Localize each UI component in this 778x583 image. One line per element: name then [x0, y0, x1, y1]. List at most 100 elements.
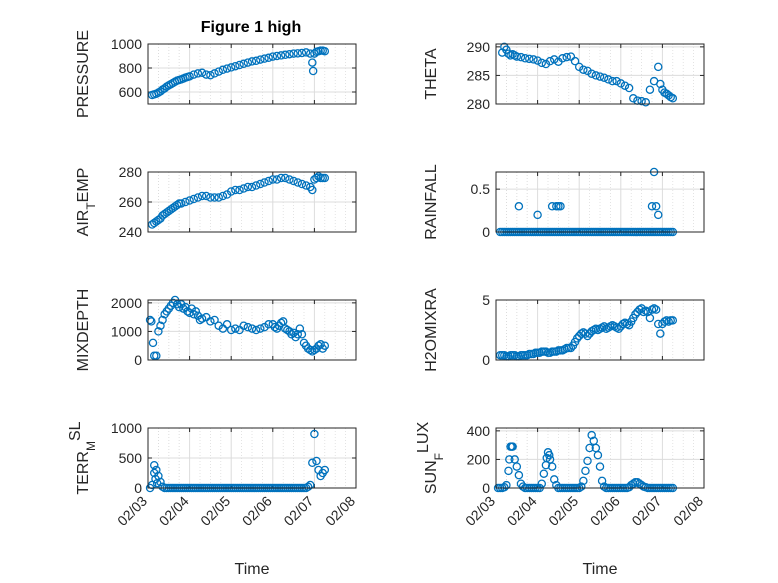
data-point: [201, 191, 211, 201]
data-point: [320, 465, 330, 475]
y-axis-label: PRESSURE: [75, 30, 92, 118]
data-point: [651, 305, 661, 314]
data-point: [201, 70, 211, 79]
data-point: [505, 455, 514, 464]
data-point: [645, 313, 655, 323]
y-axis-label: RAINFALL: [423, 164, 440, 240]
data-point: [308, 66, 318, 76]
data-point: [272, 51, 282, 61]
data-point: [595, 72, 605, 81]
x-tick-label: 02/07: [628, 493, 664, 529]
subplot-5: 0 1000 2000 MIXDEPTH: [75, 289, 357, 372]
data-point: [206, 317, 215, 326]
data-point: [218, 191, 228, 201]
data-point: [264, 53, 273, 63]
y-axis-label-main: H2OMIXRA: [423, 288, 440, 372]
y-tick-label: 0: [482, 224, 490, 240]
data-point: [599, 73, 609, 82]
data-point: [305, 345, 315, 355]
data-point: [239, 321, 248, 330]
y-tick-label: 0: [134, 480, 142, 496]
axes-frame: [495, 171, 705, 233]
y-axis-label-main: PRESSURE: [75, 30, 92, 118]
data-point: [285, 49, 294, 59]
data-point: [581, 466, 590, 476]
data-point: [206, 70, 215, 80]
data-point: [247, 182, 257, 192]
data-point: [214, 193, 223, 202]
data-point: [281, 173, 290, 183]
data-point: [149, 468, 159, 478]
y-axis-label-tail: EMP: [75, 168, 92, 203]
data-point: [599, 322, 609, 331]
data-point: [301, 48, 311, 57]
data-point: [151, 474, 160, 484]
data-point: [251, 325, 261, 335]
x-tick-label: 02/07: [280, 493, 316, 529]
data-point: [293, 49, 303, 58]
y-axis-label: AIRTEMP: [75, 168, 98, 237]
y-tick-label: 0: [482, 480, 490, 496]
data-point: [533, 56, 542, 65]
data-point: [256, 55, 265, 64]
data-point: [231, 185, 240, 195]
data-point: [668, 94, 678, 103]
data-point: [312, 173, 321, 183]
data-point: [656, 329, 665, 338]
data-point: [289, 176, 298, 186]
y-axis-label-main: MIXDEPTH: [75, 289, 92, 372]
data-point: [289, 49, 298, 58]
data-point: [181, 302, 190, 312]
subplot-1: 600 800 1000 PRESSURE: [75, 30, 357, 118]
data-point: [539, 469, 549, 478]
data-point: [500, 483, 509, 492]
y-tick-label: 280: [119, 164, 143, 180]
data-point: [549, 55, 559, 64]
data-point: [556, 202, 565, 211]
y-axis-label-tail: LUX: [415, 422, 432, 453]
y-tick-label: 0: [134, 352, 142, 368]
data-point: [583, 331, 592, 341]
data-point: [293, 178, 303, 187]
data-point: [297, 330, 307, 339]
data-point: [268, 175, 278, 184]
data-point: [631, 310, 640, 319]
y-axis-label-sub: T: [84, 202, 98, 210]
data-point: [276, 173, 286, 183]
data-point: [177, 199, 186, 208]
data-point: [231, 324, 240, 333]
data-point: [508, 442, 517, 451]
data-point: [185, 72, 194, 81]
y-tick-label: 2000: [111, 295, 142, 311]
data-point: [545, 56, 555, 66]
figure-title: Figure 1 high: [201, 19, 301, 36]
x-tick-label: 02/04: [504, 493, 540, 529]
data-point: [599, 482, 609, 491]
data-point: [566, 343, 576, 353]
data-point: [214, 67, 223, 76]
y-tick-label: 600: [119, 84, 143, 100]
x-tick-label: 02/05: [197, 493, 233, 529]
x-tick-label: 02/03: [462, 493, 498, 529]
data-point: [516, 52, 526, 62]
y-tick-label: 200: [467, 451, 491, 467]
data-point: [301, 181, 311, 190]
data-point: [653, 210, 663, 220]
y-tick-label: 260: [119, 194, 143, 210]
data-point: [320, 341, 330, 350]
data-point: [504, 466, 513, 476]
y-tick-label: 800: [119, 60, 143, 76]
data-point: [256, 179, 265, 189]
y-tick-label: 280: [467, 96, 491, 112]
data-point: [585, 443, 594, 453]
data-point: [579, 65, 588, 74]
data-point: [547, 462, 557, 471]
data-point: [572, 334, 582, 343]
data-point: [308, 58, 317, 67]
data-point: [193, 69, 203, 78]
data-point: [191, 307, 201, 316]
data-point: [612, 76, 621, 86]
data-point: [172, 200, 182, 210]
data-point: [549, 475, 559, 484]
